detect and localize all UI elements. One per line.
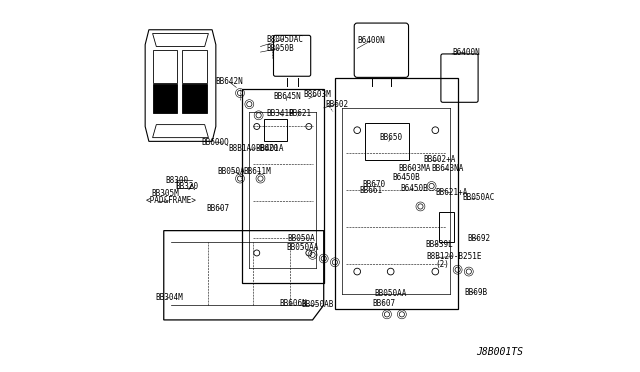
- Text: BB621+A: BB621+A: [435, 188, 468, 197]
- Text: B8300: B8300: [165, 176, 188, 185]
- Text: BB050AA: BB050AA: [374, 289, 406, 298]
- Text: J8B001TS: J8B001TS: [476, 347, 524, 356]
- Text: <PAD&FRAME>: <PAD&FRAME>: [145, 196, 196, 205]
- Text: BB320: BB320: [175, 182, 198, 191]
- Text: BB607: BB607: [372, 299, 396, 308]
- Text: BB692: BB692: [467, 234, 490, 243]
- Text: B6450B: B6450B: [400, 184, 428, 193]
- Bar: [439, 212, 454, 242]
- Text: BB670: BB670: [363, 180, 386, 189]
- Text: B8B1A0-B401A: B8B1A0-B401A: [229, 144, 284, 153]
- Text: B8603M: B8603M: [303, 90, 331, 99]
- Text: BB050AC: BB050AC: [462, 193, 495, 202]
- Text: BB643NA: BB643NA: [431, 164, 464, 173]
- Text: BB050AB: BB050AB: [301, 300, 334, 309]
- Text: BB600Q: BB600Q: [201, 138, 228, 147]
- Text: (2): (2): [435, 260, 449, 269]
- Text: BB602: BB602: [326, 100, 349, 109]
- Text: BB050A: BB050A: [218, 167, 246, 176]
- Text: BB603MA: BB603MA: [398, 164, 431, 173]
- Text: B6400N: B6400N: [357, 36, 385, 45]
- Text: BB607: BB607: [207, 204, 230, 213]
- Bar: [152, 50, 177, 83]
- Text: B8005DAC: B8005DAC: [266, 35, 303, 44]
- Text: BB602+A: BB602+A: [424, 155, 456, 164]
- Text: B6450B: B6450B: [392, 173, 420, 182]
- Text: BB050A: BB050A: [287, 234, 315, 243]
- Text: BB304M: BB304M: [156, 293, 183, 302]
- Bar: [152, 84, 177, 113]
- Text: BB341P: BB341P: [266, 109, 294, 118]
- Text: BB642N: BB642N: [216, 77, 244, 86]
- Bar: [182, 84, 207, 113]
- Text: BB606N: BB606N: [279, 299, 307, 308]
- Text: BB621: BB621: [289, 109, 312, 118]
- Text: B6400N: B6400N: [452, 48, 480, 57]
- Text: BB839L: BB839L: [425, 240, 452, 248]
- Text: BB69B: BB69B: [465, 288, 488, 297]
- Bar: [182, 50, 207, 83]
- Text: B8B120-B251E: B8B120-B251E: [426, 252, 481, 261]
- Text: BB305M: BB305M: [152, 189, 180, 198]
- Text: BB661: BB661: [360, 186, 383, 195]
- Text: BB050AA: BB050AA: [287, 243, 319, 252]
- Text: BB050B: BB050B: [266, 44, 294, 53]
- Text: BB620: BB620: [255, 144, 278, 153]
- Text: BB645N: BB645N: [273, 92, 301, 101]
- Text: BB650: BB650: [380, 133, 403, 142]
- Text: BB611M: BB611M: [244, 167, 271, 176]
